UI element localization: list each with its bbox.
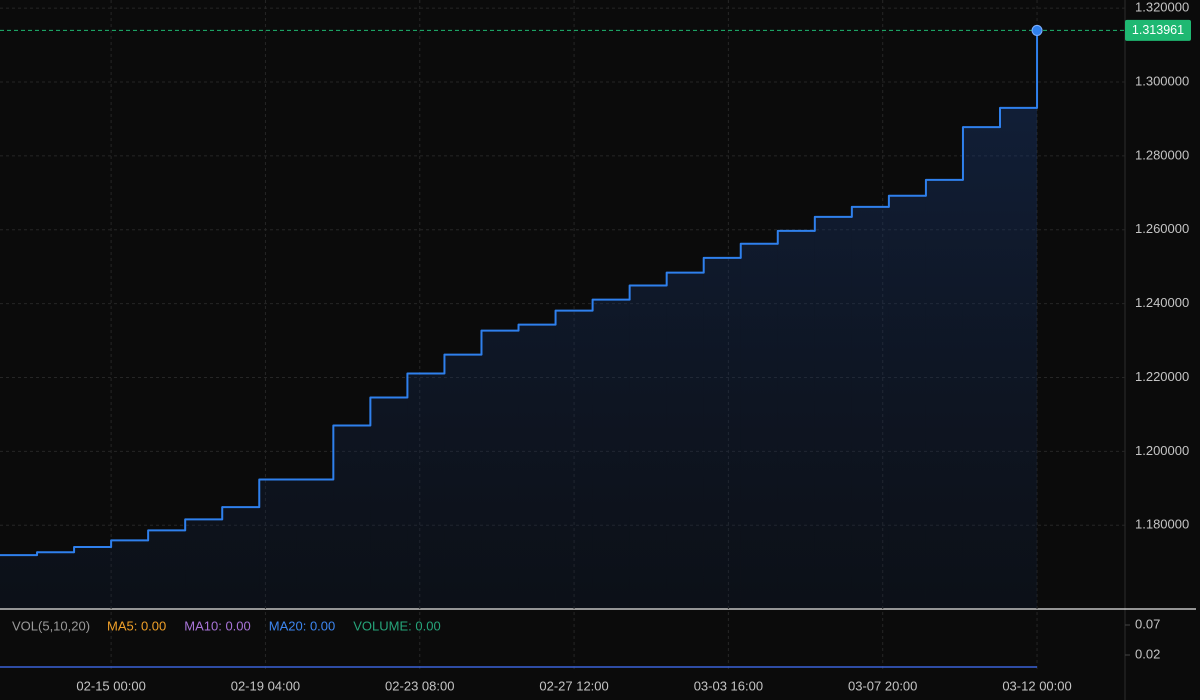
x-tick-label: 02-15 00:00 bbox=[76, 678, 145, 693]
area-fill bbox=[851, 206, 889, 609]
area-fill bbox=[296, 479, 334, 608]
legend-entry: MA20: 0.00 bbox=[269, 618, 336, 633]
last-price-tag bbox=[1125, 19, 1191, 41]
legend-entry: VOLUME: 0.00 bbox=[353, 618, 440, 633]
y-tick-label: 1.280000 bbox=[1135, 147, 1189, 162]
x-tick-label: 03-03 16:00 bbox=[694, 678, 763, 693]
area-fill bbox=[0, 555, 38, 608]
area-fill bbox=[777, 230, 815, 608]
area-fill bbox=[1000, 107, 1038, 608]
x-tick-label: 02-19 04:00 bbox=[231, 678, 300, 693]
area-fill bbox=[925, 179, 963, 608]
y-tick-label: 0.07 bbox=[1135, 616, 1160, 631]
area-fill bbox=[148, 530, 186, 608]
area-fill bbox=[444, 354, 482, 608]
last-point bbox=[1031, 24, 1043, 36]
area-fill bbox=[555, 310, 593, 608]
y-tick-label: 1.300000 bbox=[1135, 73, 1189, 88]
y-tick-label: 1.220000 bbox=[1135, 369, 1189, 384]
area-fill bbox=[185, 519, 223, 608]
area-fill bbox=[666, 272, 704, 608]
area-fill bbox=[333, 425, 371, 608]
area-fill bbox=[407, 373, 445, 608]
area-fill bbox=[222, 507, 260, 608]
y-tick-label: 0.02 bbox=[1135, 646, 1160, 661]
area-fill bbox=[629, 285, 667, 608]
area-fill bbox=[74, 547, 112, 608]
legend-entry: MA5: 0.00 bbox=[107, 618, 166, 633]
x-tick-label: 02-27 12:00 bbox=[539, 678, 608, 693]
area-fill bbox=[370, 397, 408, 608]
area-fill bbox=[518, 324, 556, 608]
area-fill bbox=[37, 552, 75, 608]
y-tick-label: 1.240000 bbox=[1135, 295, 1189, 310]
area-fill bbox=[481, 330, 519, 608]
area-fill bbox=[259, 479, 297, 608]
y-tick-label: 1.260000 bbox=[1135, 221, 1189, 236]
x-tick-label: 03-07 20:00 bbox=[848, 678, 917, 693]
area-fill bbox=[111, 540, 149, 608]
area-fill bbox=[592, 299, 630, 608]
area-fill bbox=[814, 216, 852, 609]
x-tick-label: 02-23 08:00 bbox=[385, 678, 454, 693]
area-fill bbox=[888, 195, 926, 609]
volume-title: VOL(5,10,20) bbox=[12, 618, 90, 633]
last-price-label: 1.313961 bbox=[1132, 23, 1184, 37]
y-tick-label: 1.320000 bbox=[1135, 0, 1189, 15]
legend-entry: MA10: 0.00 bbox=[184, 618, 251, 633]
area-fill bbox=[962, 127, 1000, 608]
area-fill bbox=[703, 257, 741, 608]
area-fill bbox=[740, 243, 778, 608]
x-tick-label: 03-12 00:00 bbox=[1002, 678, 1071, 693]
y-tick-label: 1.180000 bbox=[1135, 517, 1189, 532]
y-tick-label: 1.200000 bbox=[1135, 443, 1189, 458]
